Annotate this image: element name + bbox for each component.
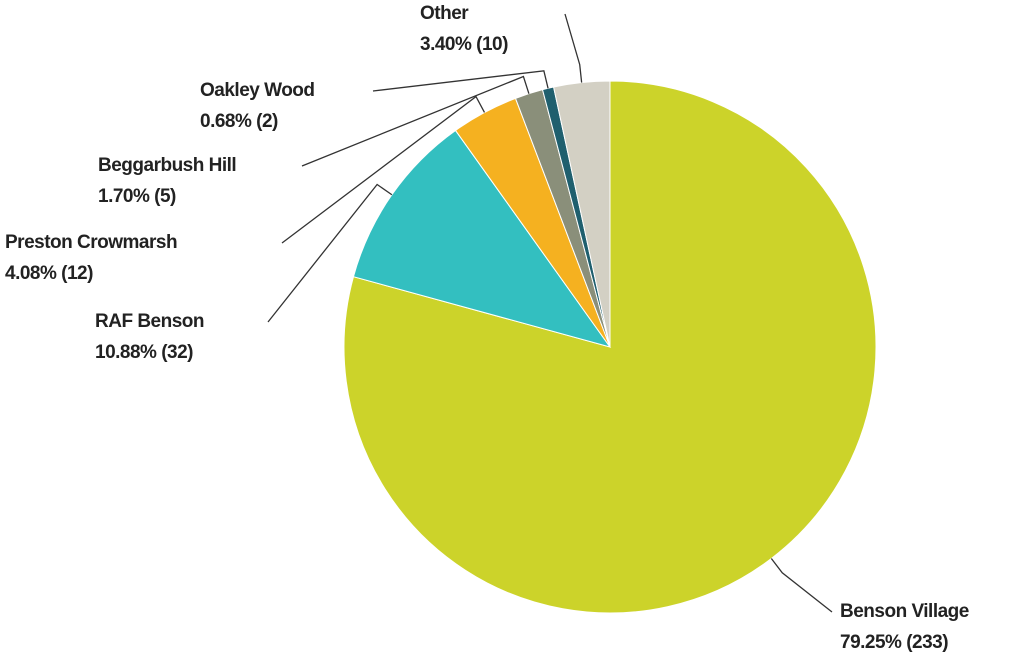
slice-label: Oakley Wood bbox=[200, 80, 315, 101]
slice-value-label: 1.70% (5) bbox=[98, 186, 176, 207]
leader-line bbox=[267, 183, 393, 323]
leader-line bbox=[281, 95, 486, 244]
leader-line bbox=[301, 75, 530, 167]
pie-slice bbox=[553, 80, 611, 348]
slice-value-label: 4.08% (12) bbox=[5, 263, 93, 284]
slice-label: Preston Crowmarsh bbox=[5, 232, 177, 253]
leader-line bbox=[770, 558, 833, 613]
slice-value-label: 10.88% (32) bbox=[95, 342, 193, 363]
leader-line bbox=[564, 13, 583, 83]
slice-label: Benson Village bbox=[840, 601, 969, 622]
slice-value-label: 3.40% (10) bbox=[420, 34, 508, 55]
slice-label: Beggarbush Hill bbox=[98, 155, 236, 176]
slice-label: RAF Benson bbox=[95, 311, 204, 332]
slice-label: Other bbox=[420, 3, 469, 24]
pie-slice bbox=[352, 129, 612, 348]
slice-value-label: 79.25% (233) bbox=[840, 632, 948, 653]
leader-line bbox=[372, 70, 549, 92]
slice-value-label: 0.68% (2) bbox=[200, 111, 278, 132]
